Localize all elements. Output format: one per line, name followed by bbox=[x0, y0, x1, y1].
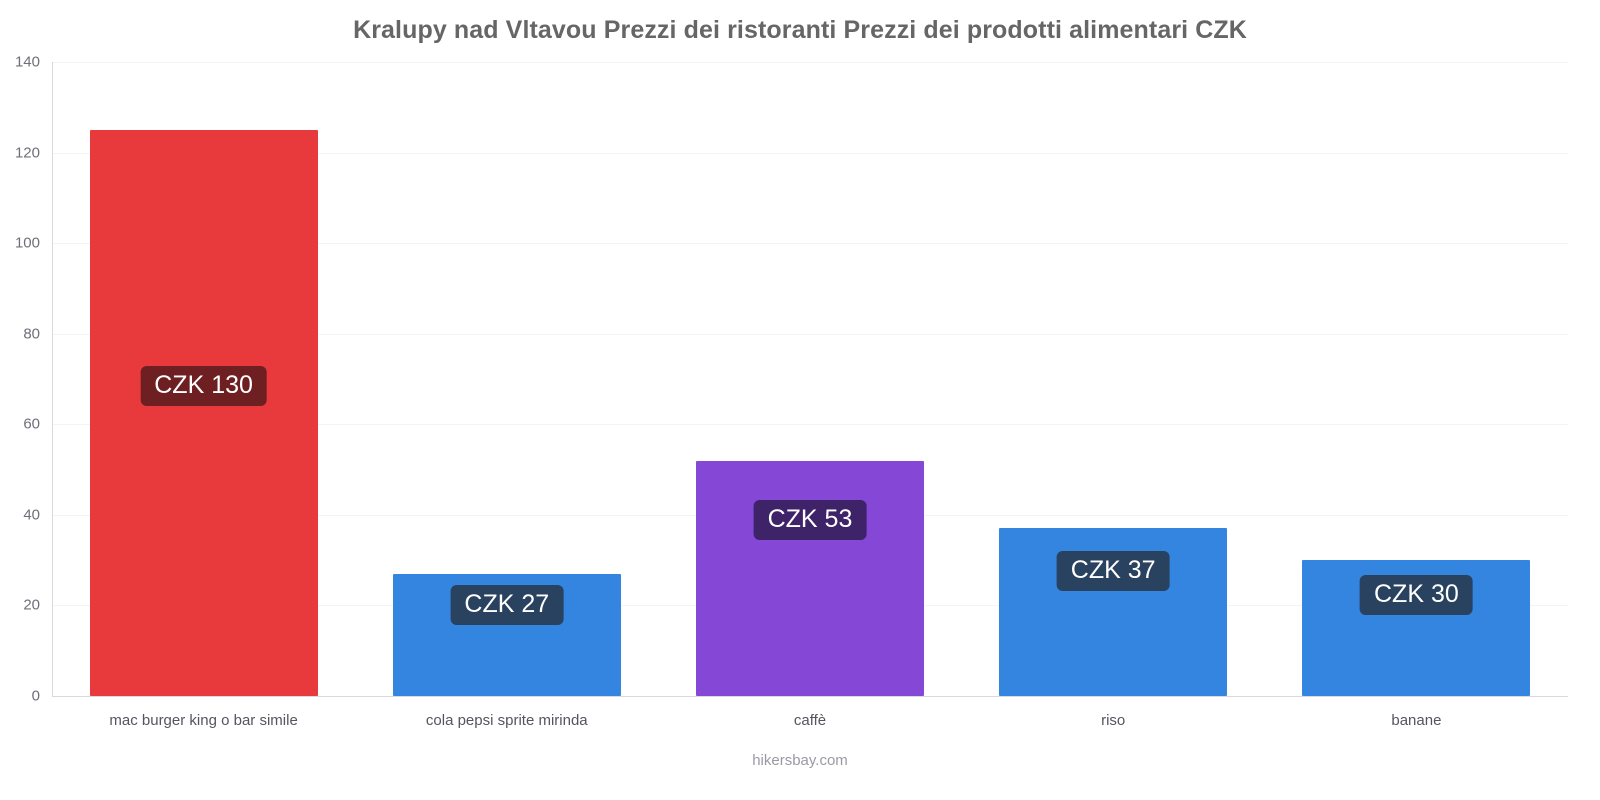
x-axis-category-label: riso bbox=[1101, 712, 1126, 729]
y-axis-tick-label: 140 bbox=[14, 53, 40, 71]
bar[interactable] bbox=[695, 460, 924, 696]
gridline bbox=[52, 62, 1568, 63]
bar-slot: CZK 37 bbox=[962, 62, 1265, 696]
x-axis-category-label: mac burger king o bar simile bbox=[109, 712, 298, 729]
y-axis-tick-label: 80 bbox=[23, 325, 40, 343]
bar-value-label: CZK 53 bbox=[753, 500, 867, 541]
x-axis-category-label: cola pepsi sprite mirinda bbox=[425, 712, 588, 729]
y-axis-tick-label: 40 bbox=[23, 506, 40, 524]
gridline bbox=[52, 152, 1568, 154]
y-axis-tick-label: 120 bbox=[14, 144, 40, 162]
bar-value-label: CZK 37 bbox=[1056, 551, 1170, 592]
x-axis-line bbox=[52, 696, 1568, 697]
gridline bbox=[52, 243, 1568, 245]
y-axis-tick-label: 100 bbox=[14, 234, 40, 252]
bar-slot: CZK 27 bbox=[355, 62, 658, 696]
gridline bbox=[52, 424, 1568, 426]
chart-title: Kralupy nad Vltavou Prezzi dei ristorant… bbox=[353, 16, 1247, 44]
y-axis-tick-label: 60 bbox=[23, 415, 40, 433]
y-axis-line bbox=[52, 62, 53, 697]
bar-value-label: CZK 27 bbox=[450, 585, 564, 626]
bar-value-label: CZK 130 bbox=[140, 365, 267, 406]
y-axis-tick-label: 0 bbox=[31, 687, 40, 705]
source-watermark: hikersbay.com bbox=[752, 752, 848, 769]
bar-slot: CZK 30 bbox=[1265, 62, 1568, 696]
bar-slot: CZK 130 bbox=[52, 62, 355, 696]
x-axis-category-label: banane bbox=[1391, 712, 1442, 729]
bars-group: CZK 130 CZK 27 CZK 53 CZK 37 CZK 30 bbox=[52, 62, 1568, 696]
y-axis-tick-label: 20 bbox=[23, 596, 40, 614]
bar-slot: CZK 53 bbox=[658, 62, 961, 696]
bar-value-label: CZK 30 bbox=[1360, 575, 1473, 616]
gridline bbox=[52, 333, 1568, 335]
x-axis-category-label: caffè bbox=[793, 712, 827, 729]
bar[interactable] bbox=[89, 129, 318, 696]
